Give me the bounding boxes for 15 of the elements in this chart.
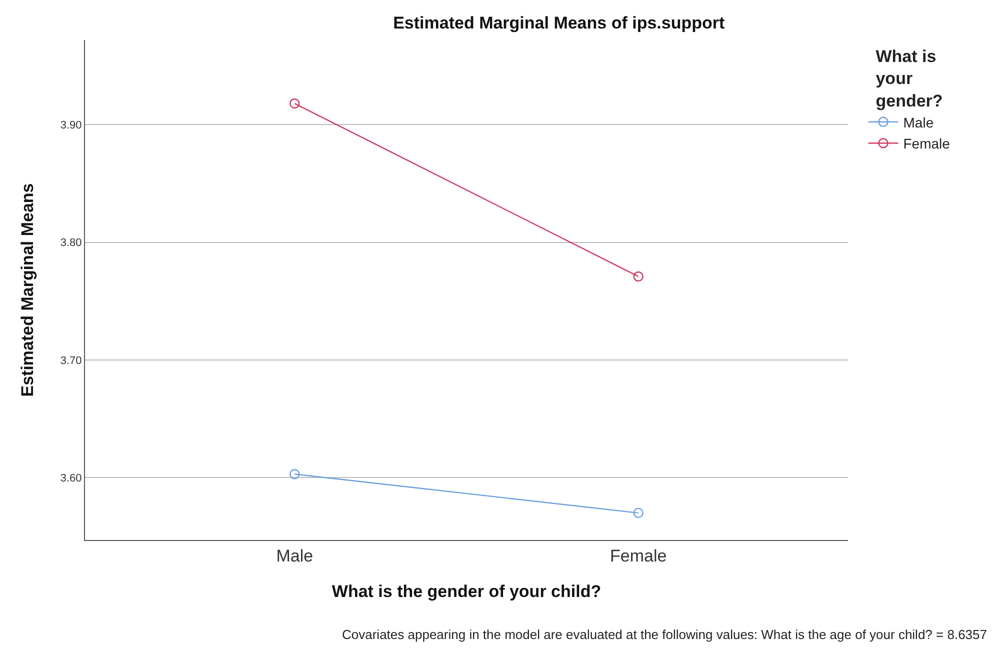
text: Covariates appearing in the model are evaluated at the following values: What is the age of your child? = 8.6357 (342, 627, 987, 642)
y-tick-label: 3.60 (60, 472, 82, 484)
point (633, 508, 644, 518)
y-axis-title: Estimated Marginal Means (18, 183, 37, 397)
x-axis-title: What is the gender of your child? (332, 582, 602, 601)
chart-title: Estimated Marginal Means of ips.support (393, 13, 725, 32)
y-tick-label: 3.90 (60, 120, 82, 132)
point (290, 98, 300, 109)
y-tick-label: 3.80 (60, 237, 82, 250)
point (290, 469, 300, 480)
legend-title: What is your gender? (876, 47, 943, 110)
point (633, 271, 644, 282)
legend-label: Male (903, 114, 934, 130)
legend-label: Female (903, 136, 950, 152)
y-tick-label: 3.70 (60, 354, 82, 367)
